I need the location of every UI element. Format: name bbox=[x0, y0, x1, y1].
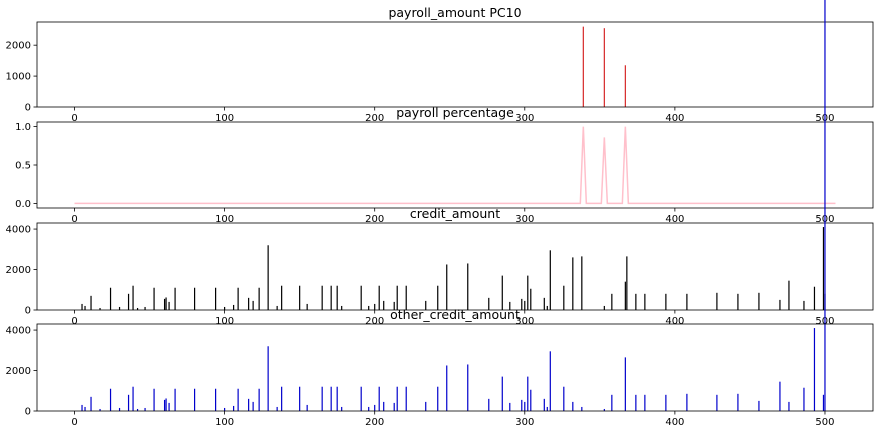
x-tick-label: 0 bbox=[71, 417, 77, 427]
x-tick-label: 100 bbox=[215, 214, 234, 225]
y-tick-label: 1000 bbox=[6, 72, 31, 83]
x-tick-label: 200 bbox=[365, 316, 384, 327]
y-tick-label: 2000 bbox=[6, 265, 31, 276]
y-tick-label: 4000 bbox=[6, 326, 31, 337]
y-tick-label: 0.5 bbox=[15, 161, 31, 172]
y-tick-label: 0.0 bbox=[15, 199, 31, 210]
y-tick-label: 2000 bbox=[6, 366, 31, 377]
x-tick-label: 200 bbox=[365, 417, 384, 427]
x-tick-label: 400 bbox=[665, 113, 684, 124]
y-tick-label: 0 bbox=[25, 103, 31, 114]
x-tick-label: 0 bbox=[71, 214, 77, 225]
chart-title: credit_amount bbox=[410, 206, 500, 221]
x-tick-label: 400 bbox=[665, 417, 684, 427]
x-tick-label: 300 bbox=[515, 316, 534, 327]
x-tick-label: 400 bbox=[665, 316, 684, 327]
x-tick-label: 500 bbox=[815, 417, 834, 427]
chart-title: payroll percentage bbox=[396, 105, 514, 120]
x-tick-label: 300 bbox=[515, 214, 534, 225]
axes-frame bbox=[36, 323, 874, 412]
y-tick-label: 4000 bbox=[6, 225, 31, 236]
axes-frame bbox=[36, 222, 874, 311]
y-tick-label: 2000 bbox=[6, 41, 31, 52]
x-tick-label: 100 bbox=[215, 417, 234, 427]
x-tick-label: 100 bbox=[215, 113, 234, 124]
chart-title: payroll_amount PC10 bbox=[388, 5, 521, 20]
x-tick-label: 100 bbox=[215, 316, 234, 327]
x-tick-label: 200 bbox=[365, 113, 384, 124]
series-line bbox=[74, 126, 836, 205]
y-tick-label: 1.0 bbox=[15, 122, 31, 133]
x-tick-label: 0 bbox=[71, 316, 77, 327]
chart-title: other_credit_amount bbox=[390, 307, 520, 322]
axes-frame bbox=[36, 21, 874, 108]
x-tick-label: 300 bbox=[515, 113, 534, 124]
axes-frame bbox=[36, 121, 874, 209]
y-tick-label: 0 bbox=[25, 306, 31, 317]
x-tick-label: 200 bbox=[365, 214, 384, 225]
x-tick-label: 0 bbox=[71, 113, 77, 124]
x-tick-label: 300 bbox=[515, 417, 534, 427]
y-tick-label: 0 bbox=[25, 407, 31, 418]
x-tick-label: 400 bbox=[665, 214, 684, 225]
